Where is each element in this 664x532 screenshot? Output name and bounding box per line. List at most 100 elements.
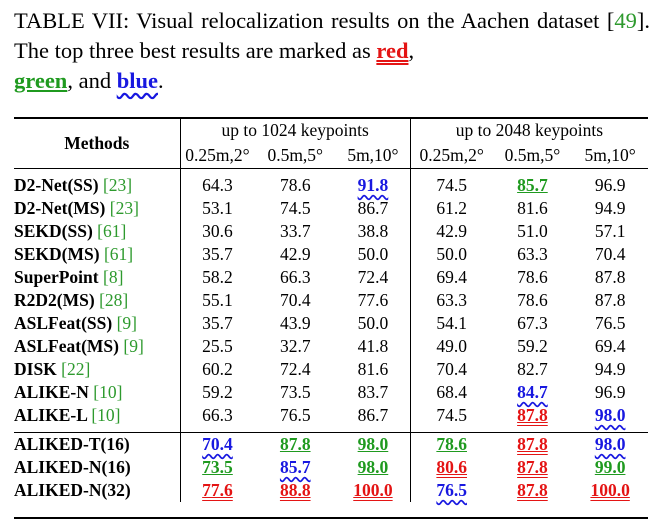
value-cell: 76.5 (410, 479, 492, 502)
table-row: D2-Net(SS) [23] 64.3 78.6 91.8 74.5 85.7 96.9 (14, 168, 648, 197)
method-citation-link[interactable]: [10] (93, 382, 123, 402)
value: 87.8 (594, 267, 626, 287)
value-cell: 70.4 (572, 243, 648, 266)
method-label: D2-Net(MS) (14, 198, 106, 218)
group-rule (14, 432, 648, 433)
ranked-value: 70.4 (202, 434, 233, 454)
value-cell: 55.1 (180, 289, 254, 312)
ranked-value: 87.8 (517, 480, 548, 500)
value: 70.4 (279, 290, 311, 310)
method-citation-link[interactable]: [61] (103, 244, 134, 264)
value-cell: 98.0 (336, 427, 411, 456)
value: 78.6 (279, 175, 311, 195)
value-cell: 69.4 (572, 335, 648, 358)
method-citation-link[interactable]: [28] (99, 290, 129, 310)
citation-number[interactable]: 10 (97, 405, 115, 425)
value: 76.5 (594, 313, 626, 333)
method-label: D2-Net(SS) (14, 175, 99, 195)
method-citation-link[interactable]: [22] (61, 359, 91, 379)
caption-and: , and (67, 68, 117, 93)
citation-number[interactable]: 23 (108, 175, 127, 195)
value-cell: 78.6 (493, 289, 573, 312)
value-cell: 57.1 (572, 220, 648, 243)
value-cell: 100.0 (336, 479, 411, 502)
method-citation-link[interactable]: [61] (97, 221, 127, 241)
value-cell: 76.5 (572, 312, 648, 335)
citation-number[interactable]: 61 (102, 221, 121, 241)
value: 94.9 (594, 359, 626, 379)
value: 50.0 (357, 244, 389, 264)
method-citation-link[interactable]: [9] (116, 313, 137, 333)
value: 58.2 (202, 267, 233, 287)
value: 83.7 (357, 382, 389, 402)
subheader: 0.5m,5° (504, 144, 561, 165)
method-name: D2-Net(MS) [23] (14, 197, 181, 220)
method-label: SEKD(SS) (14, 221, 93, 241)
ranked-value: 98.0 (357, 434, 389, 454)
method-citation-link[interactable]: [23] (109, 198, 139, 218)
value-cell: 81.6 (336, 358, 411, 381)
method-citation-link[interactable]: [23] (102, 175, 133, 195)
method-name: ASLFeat(MS) [9] (14, 335, 181, 358)
value: 74.5 (279, 198, 311, 218)
caption-citation[interactable]: 49 (614, 8, 637, 33)
value-cell: 74.5 (410, 168, 492, 197)
citation-number[interactable]: 9 (129, 336, 138, 356)
value-cell: 78.6 (254, 168, 336, 197)
value-cell: 35.7 (180, 243, 254, 266)
value: 42.9 (279, 244, 311, 264)
value-cell: 25.5 (180, 335, 254, 358)
value-cell: 59.2 (180, 381, 254, 404)
subheader: 0.25m,2° (185, 144, 250, 165)
method-citation-link[interactable]: [10] (91, 405, 121, 425)
value: 67.3 (517, 313, 548, 333)
method-label: ALIKE-N (14, 382, 89, 402)
header-row-groups: Methods up to 1024 keypoints up to 2048 … (14, 118, 648, 168)
value-cell: 72.4 (336, 266, 411, 289)
value: 81.6 (357, 359, 389, 379)
method-name: ALIKE-N [10] (14, 381, 181, 404)
value: 43.9 (279, 313, 311, 333)
value-cell: 77.6 (180, 479, 254, 502)
table-row: SuperPoint [8] 58.2 66.3 72.4 69.4 78.6 87.8 (14, 266, 648, 289)
citation-number[interactable]: 61 (109, 244, 128, 264)
value-cell: 63.3 (493, 243, 573, 266)
citation-number[interactable]: 8 (108, 267, 118, 287)
value-cell: 87.8 (572, 266, 648, 289)
ranked-value: 98.0 (357, 457, 389, 477)
value-cell: 87.8 (493, 456, 573, 479)
table-row: SEKD(MS) [61] 35.7 42.9 50.0 50.0 63.3 70.4 (14, 243, 648, 266)
method-citation-link[interactable]: [8] (102, 267, 124, 287)
value-cell: 74.5 (254, 197, 336, 220)
value: 78.6 (517, 290, 548, 310)
value-cell: 50.0 (336, 312, 411, 335)
value-cell: 61.2 (410, 197, 492, 220)
value-cell: 91.8 (336, 168, 411, 197)
value: 50.0 (436, 244, 467, 264)
caption-end: . (157, 68, 164, 93)
header-rule (14, 168, 648, 169)
value: 66.3 (279, 267, 311, 287)
method-label: ASLFeat(SS) (14, 313, 113, 333)
citation-number[interactable]: 22 (67, 359, 85, 379)
value: 55.1 (202, 290, 233, 310)
value-cell: 50.0 (336, 243, 411, 266)
table-row: ALIKED-N(16) 73.5 85.7 98.0 80.6 87.8 99.0 (14, 456, 648, 479)
caption-prefix: TABLE VII: Visual relocalization results… (14, 8, 615, 33)
method-name: ALIKED-N(32) (14, 479, 181, 502)
citation-number[interactable]: 10 (99, 382, 117, 402)
citation-number[interactable]: 28 (104, 290, 123, 310)
value: 77.6 (357, 290, 389, 310)
method-label: SuperPoint (14, 267, 99, 287)
table-row: ASLFeat(MS) [9] 25.5 32.7 41.8 49.0 59.2 69.4 (14, 335, 648, 358)
citation-number[interactable]: 23 (115, 198, 134, 218)
caption-blue-label: blue (116, 68, 158, 93)
value-cell: 98.0 (572, 404, 648, 427)
table-row: SEKD(SS) [61] 30.6 33.7 38.8 42.9 51.0 57.1 (14, 220, 648, 243)
value-cell: 30.6 (180, 220, 254, 243)
value-cell: 67.3 (493, 312, 573, 335)
value-cell: 72.4 (254, 358, 336, 381)
method-citation-link[interactable]: [9] (123, 336, 144, 356)
citation-number[interactable]: 9 (122, 313, 132, 333)
value: 68.4 (436, 382, 467, 402)
